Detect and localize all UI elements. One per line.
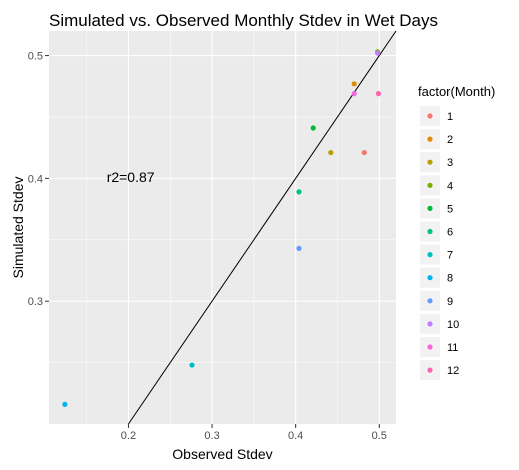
data-point-month-11 (351, 91, 357, 97)
data-point-month-8 (62, 401, 68, 407)
legend-key-point (427, 321, 433, 327)
data-point-month-12 (375, 91, 382, 97)
reference-line (128, 30, 397, 425)
major-gridlines (49, 31, 396, 424)
legend-key-point (427, 182, 433, 188)
legend-label: 11 (447, 342, 458, 354)
x-axis-ticks: 0.2 0.3 0.4 0.5 (121, 424, 387, 442)
legend-item-month-3: 3 (420, 152, 453, 173)
legend-item-month-5: 5 (420, 198, 453, 219)
legend-item-month-4: 4 (420, 175, 453, 196)
data-point-month-5 (310, 125, 316, 131)
y-tick-label: 0.3 (28, 296, 43, 308)
legend-label: 2 (447, 134, 453, 146)
legend-label: 4 (447, 180, 453, 192)
legend-key-point (427, 298, 433, 304)
legend-item-month-9: 9 (420, 290, 453, 311)
x-tick-label: 0.2 (121, 430, 136, 442)
legend-item-month-11: 11 (420, 337, 458, 357)
plot-panel (49, 31, 396, 424)
data-point-month-6 (296, 189, 302, 195)
legend-item-month-2: 2 (420, 129, 453, 150)
r2-annotation: r2=0.87 (107, 169, 155, 185)
legend-label: 5 (447, 203, 453, 215)
legend-item-month-6: 6 (420, 221, 453, 242)
x-tick-label: 0.5 (372, 430, 387, 442)
legend-label: 12 (447, 365, 459, 377)
data-points (62, 49, 382, 407)
data-point-month-3 (328, 149, 334, 156)
legend-key-point (427, 367, 433, 373)
legend-key-point (427, 159, 433, 165)
y-tick-label: 0.5 (28, 51, 43, 63)
legend-key-point (427, 136, 433, 142)
legend-label: 7 (447, 250, 453, 262)
data-point-month-2 (351, 81, 357, 87)
y-axis-title: Simulated Stdev (10, 177, 26, 279)
x-tick-label: 0.4 (288, 430, 303, 442)
data-point-month-9 (296, 245, 302, 251)
legend-key-point (427, 344, 433, 350)
legend-key-point (427, 228, 433, 235)
x-axis-title: Observed Stdev (172, 446, 272, 462)
legend-label: 1 (447, 111, 453, 123)
legend-key-point (427, 205, 433, 211)
x-tick-label: 0.3 (204, 430, 219, 442)
legend-label: 10 (447, 319, 459, 331)
legend-item-month-7: 7 (420, 244, 453, 265)
legend-key-point (427, 275, 433, 281)
legend-item-month-1: 1 (420, 106, 453, 126)
data-point-month-7 (189, 362, 195, 368)
y-tick-label: 0.4 (28, 173, 43, 185)
legend-title: factor(Month) (418, 84, 495, 99)
y-axis-ticks: 0.3 0.4 0.5 (28, 51, 49, 308)
legend-label: 6 (447, 227, 453, 239)
legend-key-point (427, 252, 433, 258)
legend-key-point (427, 113, 433, 119)
chart-title: Simulated vs. Observed Monthly Stdev in … (49, 11, 438, 30)
legend-label: 3 (447, 157, 453, 169)
data-point-month-1 (361, 149, 367, 156)
minor-gridlines (49, 31, 396, 424)
legend-label: 9 (447, 296, 453, 308)
data-point-month-10 (375, 50, 381, 56)
legend-item-month-10: 10 (420, 313, 459, 334)
legend-item-month-8: 8 (420, 267, 453, 288)
legend-item-month-12: 12 (420, 360, 459, 381)
legend-label: 8 (447, 273, 453, 285)
